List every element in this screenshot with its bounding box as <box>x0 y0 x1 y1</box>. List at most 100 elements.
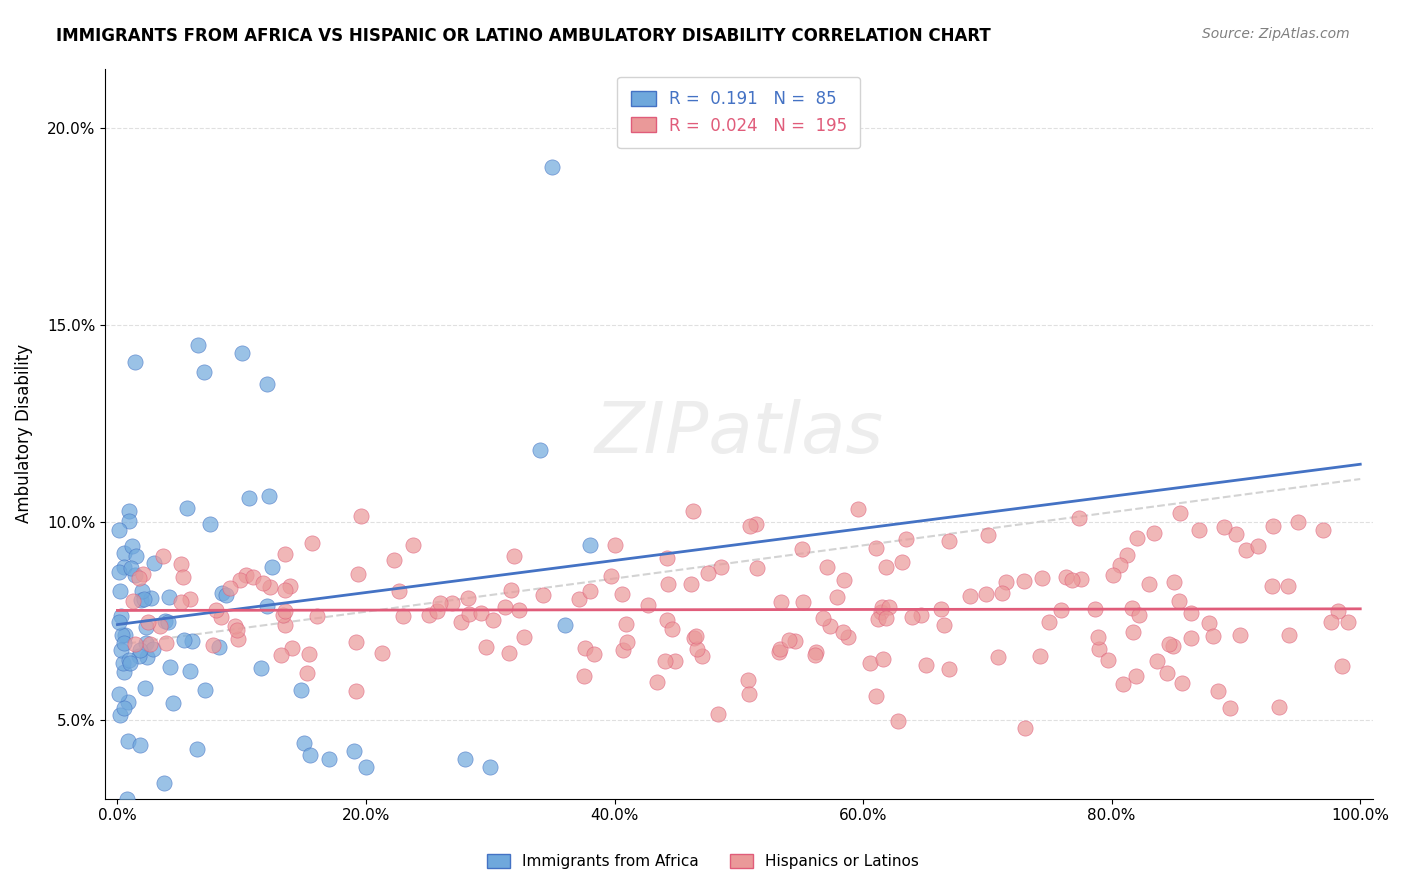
Hispanics or Latinos <box>834 573 856 587</box>
Hispanics or Latinos <box>1116 548 1139 562</box>
Hispanics or Latinos <box>429 596 451 610</box>
Hispanics or Latinos <box>508 602 530 616</box>
Hispanics or Latinos <box>1319 615 1341 629</box>
Hispanics or Latinos <box>1159 637 1181 651</box>
Immigrants from Africa <box>186 742 208 756</box>
Immigrants from Africa <box>108 615 131 630</box>
Hispanics or Latinos <box>769 642 792 657</box>
Hispanics or Latinos <box>1087 631 1109 645</box>
Hispanics or Latinos <box>1012 574 1035 588</box>
Hispanics or Latinos <box>894 532 917 546</box>
Immigrants from Africa <box>211 586 233 600</box>
Hispanics or Latinos <box>1070 572 1092 586</box>
Hispanics or Latinos <box>769 595 792 609</box>
Text: Source: ZipAtlas.com: Source: ZipAtlas.com <box>1202 27 1350 41</box>
Immigrants from Africa <box>193 366 215 380</box>
Hispanics or Latinos <box>1054 570 1077 584</box>
Immigrants from Africa <box>125 549 148 564</box>
Hispanics or Latinos <box>219 581 242 595</box>
Hispanics or Latinos <box>273 582 295 597</box>
Immigrants from Africa <box>231 345 253 359</box>
Immigrants from Africa <box>157 591 180 605</box>
Immigrants from Africa <box>114 628 136 642</box>
Hispanics or Latinos <box>682 632 704 646</box>
Hispanics or Latinos <box>657 576 679 591</box>
Immigrants from Africa <box>578 538 600 552</box>
Hispanics or Latinos <box>837 630 859 644</box>
Immigrants from Africa <box>107 523 129 537</box>
Hispanics or Latinos <box>865 689 887 703</box>
Hispanics or Latinos <box>991 586 1014 600</box>
Hispanics or Latinos <box>831 624 853 639</box>
Hispanics or Latinos <box>281 641 304 656</box>
Hispanics or Latinos <box>685 628 707 642</box>
Immigrants from Africa <box>111 628 134 642</box>
Immigrants from Africa <box>117 695 139 709</box>
Hispanics or Latinos <box>498 646 520 660</box>
Immigrants from Africa <box>187 338 209 352</box>
Hispanics or Latinos <box>349 508 371 523</box>
Hispanics or Latinos <box>1125 531 1147 545</box>
Hispanics or Latinos <box>347 566 370 581</box>
Hispanics or Latinos <box>531 588 554 602</box>
Immigrants from Africa <box>318 752 340 766</box>
Hispanics or Latinos <box>929 601 952 615</box>
Immigrants from Africa <box>134 681 156 696</box>
Hispanics or Latinos <box>470 607 492 621</box>
Hispanics or Latinos <box>169 557 191 571</box>
Hispanics or Latinos <box>976 527 998 541</box>
Immigrants from Africa <box>110 609 132 624</box>
Hispanics or Latinos <box>1014 721 1036 735</box>
Immigrants from Africa <box>108 565 131 579</box>
Hispanics or Latinos <box>344 683 367 698</box>
Hispanics or Latinos <box>661 622 683 636</box>
Immigrants from Africa <box>193 683 215 698</box>
Hispanics or Latinos <box>870 605 893 619</box>
Hispanics or Latinos <box>224 619 246 633</box>
Hispanics or Latinos <box>1180 631 1202 645</box>
Hispanics or Latinos <box>859 656 882 670</box>
Immigrants from Africa <box>143 557 166 571</box>
Immigrants from Africa <box>118 653 141 667</box>
Immigrants from Africa <box>142 642 165 657</box>
Hispanics or Latinos <box>875 560 897 574</box>
Immigrants from Africa <box>181 634 204 648</box>
Hispanics or Latinos <box>172 570 194 584</box>
Hispanics or Latinos <box>382 553 405 567</box>
Hispanics or Latinos <box>301 535 323 549</box>
Immigrants from Africa <box>131 583 153 598</box>
Hispanics or Latinos <box>915 658 938 673</box>
Hispanics or Latinos <box>679 576 702 591</box>
Immigrants from Africa <box>152 775 174 789</box>
Y-axis label: Ambulatory Disability: Ambulatory Disability <box>15 344 32 524</box>
Hispanics or Latinos <box>1146 655 1168 669</box>
Hispanics or Latinos <box>209 610 232 624</box>
Hispanics or Latinos <box>295 665 318 680</box>
Hispanics or Latinos <box>226 624 249 638</box>
Hispanics or Latinos <box>201 639 224 653</box>
Hispanics or Latinos <box>938 533 960 548</box>
Immigrants from Africa <box>299 748 322 763</box>
Hispanics or Latinos <box>1125 669 1147 683</box>
Hispanics or Latinos <box>1084 602 1107 616</box>
Hispanics or Latinos <box>870 599 893 614</box>
Hispanics or Latinos <box>494 600 516 615</box>
Immigrants from Africa <box>110 643 132 657</box>
Hispanics or Latinos <box>568 592 591 607</box>
Immigrants from Africa <box>128 649 150 664</box>
Hispanics or Latinos <box>891 555 914 569</box>
Hispanics or Latinos <box>450 615 472 629</box>
Immigrants from Africa <box>135 620 157 634</box>
Hispanics or Latinos <box>128 571 150 585</box>
Hispanics or Latinos <box>696 566 718 580</box>
Immigrants from Africa <box>108 583 131 598</box>
Hispanics or Latinos <box>846 501 869 516</box>
Hispanics or Latinos <box>274 604 297 618</box>
Hispanics or Latinos <box>804 645 827 659</box>
Hispanics or Latinos <box>887 714 910 729</box>
Immigrants from Africa <box>342 744 364 758</box>
Hispanics or Latinos <box>579 583 602 598</box>
Hispanics or Latinos <box>582 647 605 661</box>
Hispanics or Latinos <box>1067 511 1090 525</box>
Hispanics or Latinos <box>307 609 329 624</box>
